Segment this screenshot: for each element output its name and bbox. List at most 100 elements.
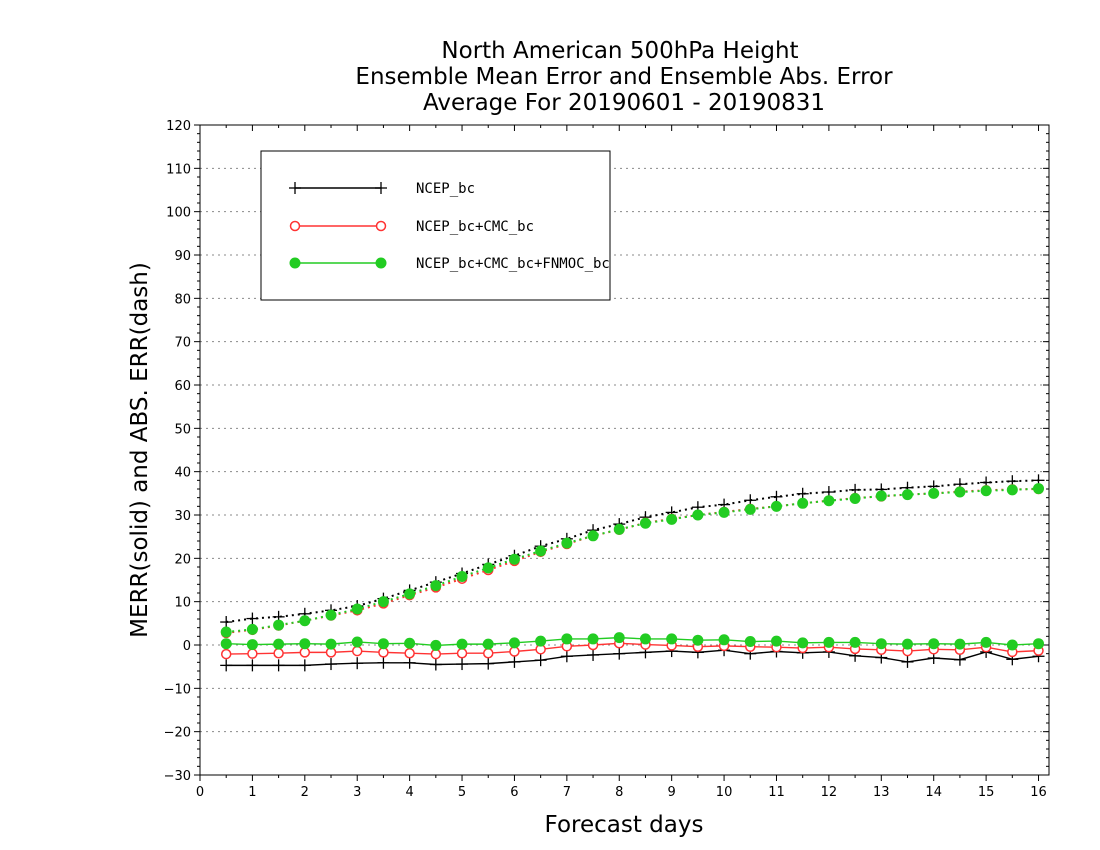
x-tick-label-8: 8 xyxy=(615,785,623,800)
y-tick-label-12: 90 xyxy=(174,249,191,264)
x-tick-label-7: 7 xyxy=(563,785,571,800)
series-0-merr-point-2 xyxy=(272,659,285,672)
chart-title-line-3: Average For 20190601 - 20190831 xyxy=(423,90,825,116)
series-2-abs-err-point-6 xyxy=(377,596,389,608)
x-tick-label-2: 2 xyxy=(301,785,309,800)
chart-title-line-2: Ensemble Mean Error and Ensemble Abs. Er… xyxy=(355,64,893,90)
series-0-abs-err-line xyxy=(226,479,1039,624)
y-tick-label-15: 120 xyxy=(166,119,191,134)
series-2-abs-err-point-23 xyxy=(823,495,835,507)
series-0-abs-err-point-1 xyxy=(246,612,259,625)
series-0-merr-point-4 xyxy=(325,658,338,671)
series-0-merr-point-28 xyxy=(953,653,966,666)
series-2-abs-err-point-22 xyxy=(797,497,809,509)
series-2-abs-err-line xyxy=(226,487,1039,633)
series-2-merr-point-18 xyxy=(692,634,704,646)
x-axis-label: Forecast days xyxy=(545,812,704,838)
chart-title-line-1: North American 500hPa Height xyxy=(441,38,798,64)
series-2-merr-point-1 xyxy=(246,639,258,651)
y-tick-label-6: 30 xyxy=(174,509,191,524)
series-2-abs-err-point-20 xyxy=(744,503,756,515)
series-2-abs-err-point-13 xyxy=(561,537,573,549)
series-0-abs-err-point-0 xyxy=(220,616,233,629)
chart-title: North American 500hPa Height Ensemble Me… xyxy=(355,38,893,116)
series-2-abs-err-point-2 xyxy=(273,619,285,631)
series-1-merr-point-11 xyxy=(509,646,520,657)
series-2-merr-point-29 xyxy=(980,636,992,648)
plot-frame xyxy=(199,124,1050,776)
legend: NCEP_bc NCEP_bc+CMC_bc NCEP_bc+CMC_bc+FNMO… xyxy=(260,150,611,301)
series-0-merr-point-26 xyxy=(901,655,914,668)
series-2-merr-point-16 xyxy=(639,633,651,645)
series-1-merr-point-7 xyxy=(404,647,415,659)
series-0-merr-point-1 xyxy=(246,659,259,672)
series-1 xyxy=(220,483,1044,660)
series-0-abs-err-point-21 xyxy=(770,490,783,503)
series-0-merr-line xyxy=(226,649,1039,667)
x-tick-label-13: 13 xyxy=(873,785,890,800)
series-2-abs-err-point-27 xyxy=(928,487,940,499)
series-2-merr-point-20 xyxy=(744,636,756,648)
y-tick-label-14: 110 xyxy=(166,162,191,177)
y-tick-label-3: 0 xyxy=(183,639,191,654)
series-0-merr-point-11 xyxy=(508,655,521,668)
series-0-merr-point-8 xyxy=(429,658,442,671)
series-0-merr-point-15 xyxy=(613,647,626,660)
y-tick-label-5: 20 xyxy=(174,552,191,567)
y-tick-label-1: −20 xyxy=(164,726,191,741)
series-2-merr-point-8 xyxy=(430,639,442,651)
series-2-abs-err-point-18 xyxy=(692,509,704,521)
series-2-merr-point-5 xyxy=(351,636,363,648)
series-0 xyxy=(220,474,1045,672)
series-2-abs-err-point-5 xyxy=(351,603,363,615)
series-2-abs-err-point-11 xyxy=(508,553,520,565)
x-tick-label-16: 16 xyxy=(1030,785,1047,800)
series-2 xyxy=(220,483,1045,651)
series-2-merr-point-7 xyxy=(404,637,416,649)
x-tick-label-5: 5 xyxy=(458,785,466,800)
series-2-abs-err-point-30 xyxy=(1006,484,1018,496)
x-tick-label-0: 0 xyxy=(196,785,204,800)
x-tick-label-1: 1 xyxy=(248,785,256,800)
series-2-merr-point-9 xyxy=(456,638,468,650)
series-0-abs-err-point-22 xyxy=(796,487,809,500)
series-2-merr-point-26 xyxy=(902,638,913,650)
series-0-merr-point-12 xyxy=(534,654,547,667)
y-tick-label-4: 10 xyxy=(174,596,191,611)
series-2-abs-err-point-10 xyxy=(482,562,494,574)
legend-label-1: NCEP_bc+CMC_bc xyxy=(416,219,534,235)
series-2-abs-err-point-31 xyxy=(1033,483,1045,495)
series-2-abs-err-point-7 xyxy=(404,588,416,600)
series-0-merr-point-9 xyxy=(456,658,469,671)
series-2-abs-err-point-16 xyxy=(639,517,651,529)
series-2-merr-point-0 xyxy=(220,638,232,650)
series-1-merr-point-0 xyxy=(220,648,232,660)
series-2-merr-point-15 xyxy=(613,632,625,644)
series-0-merr-point-14 xyxy=(587,648,600,661)
series-2-merr-point-4 xyxy=(325,638,337,650)
series-2-merr-point-25 xyxy=(875,638,887,650)
x-tick-label-12: 12 xyxy=(821,785,838,800)
series-2-merr-point-28 xyxy=(954,638,966,650)
y-tick-label-10: 70 xyxy=(174,336,191,351)
legend-marker-end-0 xyxy=(375,182,387,194)
y-tick-label-9: 60 xyxy=(174,379,191,394)
series-2-abs-err-point-25 xyxy=(875,490,887,502)
series-2-merr-point-23 xyxy=(823,636,835,648)
series-1-merr-point-9 xyxy=(456,647,468,659)
x-tick-label-15: 15 xyxy=(978,785,995,800)
series-2-abs-err-point-9 xyxy=(456,571,468,583)
series-1-merr-point-1 xyxy=(247,648,258,659)
x-tick-label-3: 3 xyxy=(353,785,361,800)
series-2-abs-err-point-28 xyxy=(954,486,966,498)
series-2-merr-point-24 xyxy=(849,636,861,648)
series-2-abs-err-point-0 xyxy=(220,626,232,638)
series-2-merr-point-3 xyxy=(299,638,311,650)
series-0-merr-point-10 xyxy=(482,657,495,670)
x-tick-label-4: 4 xyxy=(405,785,413,800)
x-tick-label-14: 14 xyxy=(925,785,942,800)
series-2-abs-err-point-12 xyxy=(535,545,547,557)
series-2-merr-point-14 xyxy=(587,633,599,645)
